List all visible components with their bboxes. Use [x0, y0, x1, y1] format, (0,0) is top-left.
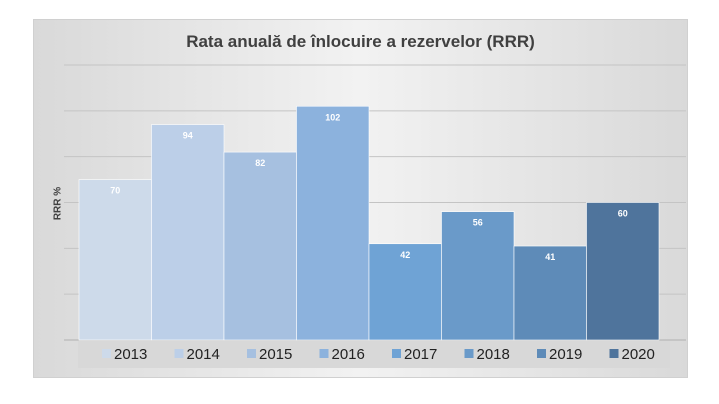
legend-label-2017: 2017 — [404, 346, 437, 363]
legend-swatch-2017 — [392, 349, 401, 358]
bar-plot: 70 2013 94 2014 82 2015 102 2016 42 2017 56 2018 41 2… — [64, 64, 686, 363]
legend-label-2015: 2015 — [259, 346, 292, 363]
legend-swatch-2019 — [537, 349, 546, 358]
chart-title: Rata anuală de înlocuire a rezervelor (R… — [186, 32, 535, 51]
bar-2017 — [368, 243, 442, 341]
data-label-2018: 56 — [473, 218, 483, 228]
legend-swatch-2013 — [102, 349, 111, 358]
legend-label-2019: 2019 — [549, 346, 582, 363]
data-label-2019: 41 — [545, 252, 555, 262]
legend-label-2013: 2013 — [114, 346, 147, 363]
legend-swatch-2020 — [609, 349, 619, 358]
bar-2018 — [441, 211, 515, 341]
bar-2013 — [78, 179, 152, 341]
legend-label-2018: 2018 — [477, 346, 510, 363]
bar-2019 — [513, 245, 587, 341]
bar-2015 — [223, 151, 297, 341]
legend-swatch-2018 — [464, 349, 474, 358]
chart-area: Rata anuală de înlocuire a rezervelor (R… — [33, 19, 688, 378]
legend-swatch-2016 — [319, 349, 329, 358]
data-label-2013: 70 — [110, 186, 120, 196]
legend-label-2014: 2014 — [187, 346, 220, 363]
data-label-2014: 94 — [183, 131, 193, 141]
legend-label-2016: 2016 — [332, 346, 365, 363]
data-label-2017: 42 — [400, 250, 410, 260]
data-label-2015: 82 — [255, 158, 265, 168]
bar-2014 — [151, 124, 225, 341]
legend-label-2020: 2020 — [622, 346, 655, 363]
data-label-2016: 102 — [325, 112, 340, 122]
bar-2016 — [296, 105, 370, 341]
bar-2020 — [586, 202, 660, 341]
legend-swatch-2015 — [247, 349, 256, 358]
data-label-2020: 60 — [618, 209, 628, 219]
legend-swatch-2014 — [174, 349, 184, 358]
